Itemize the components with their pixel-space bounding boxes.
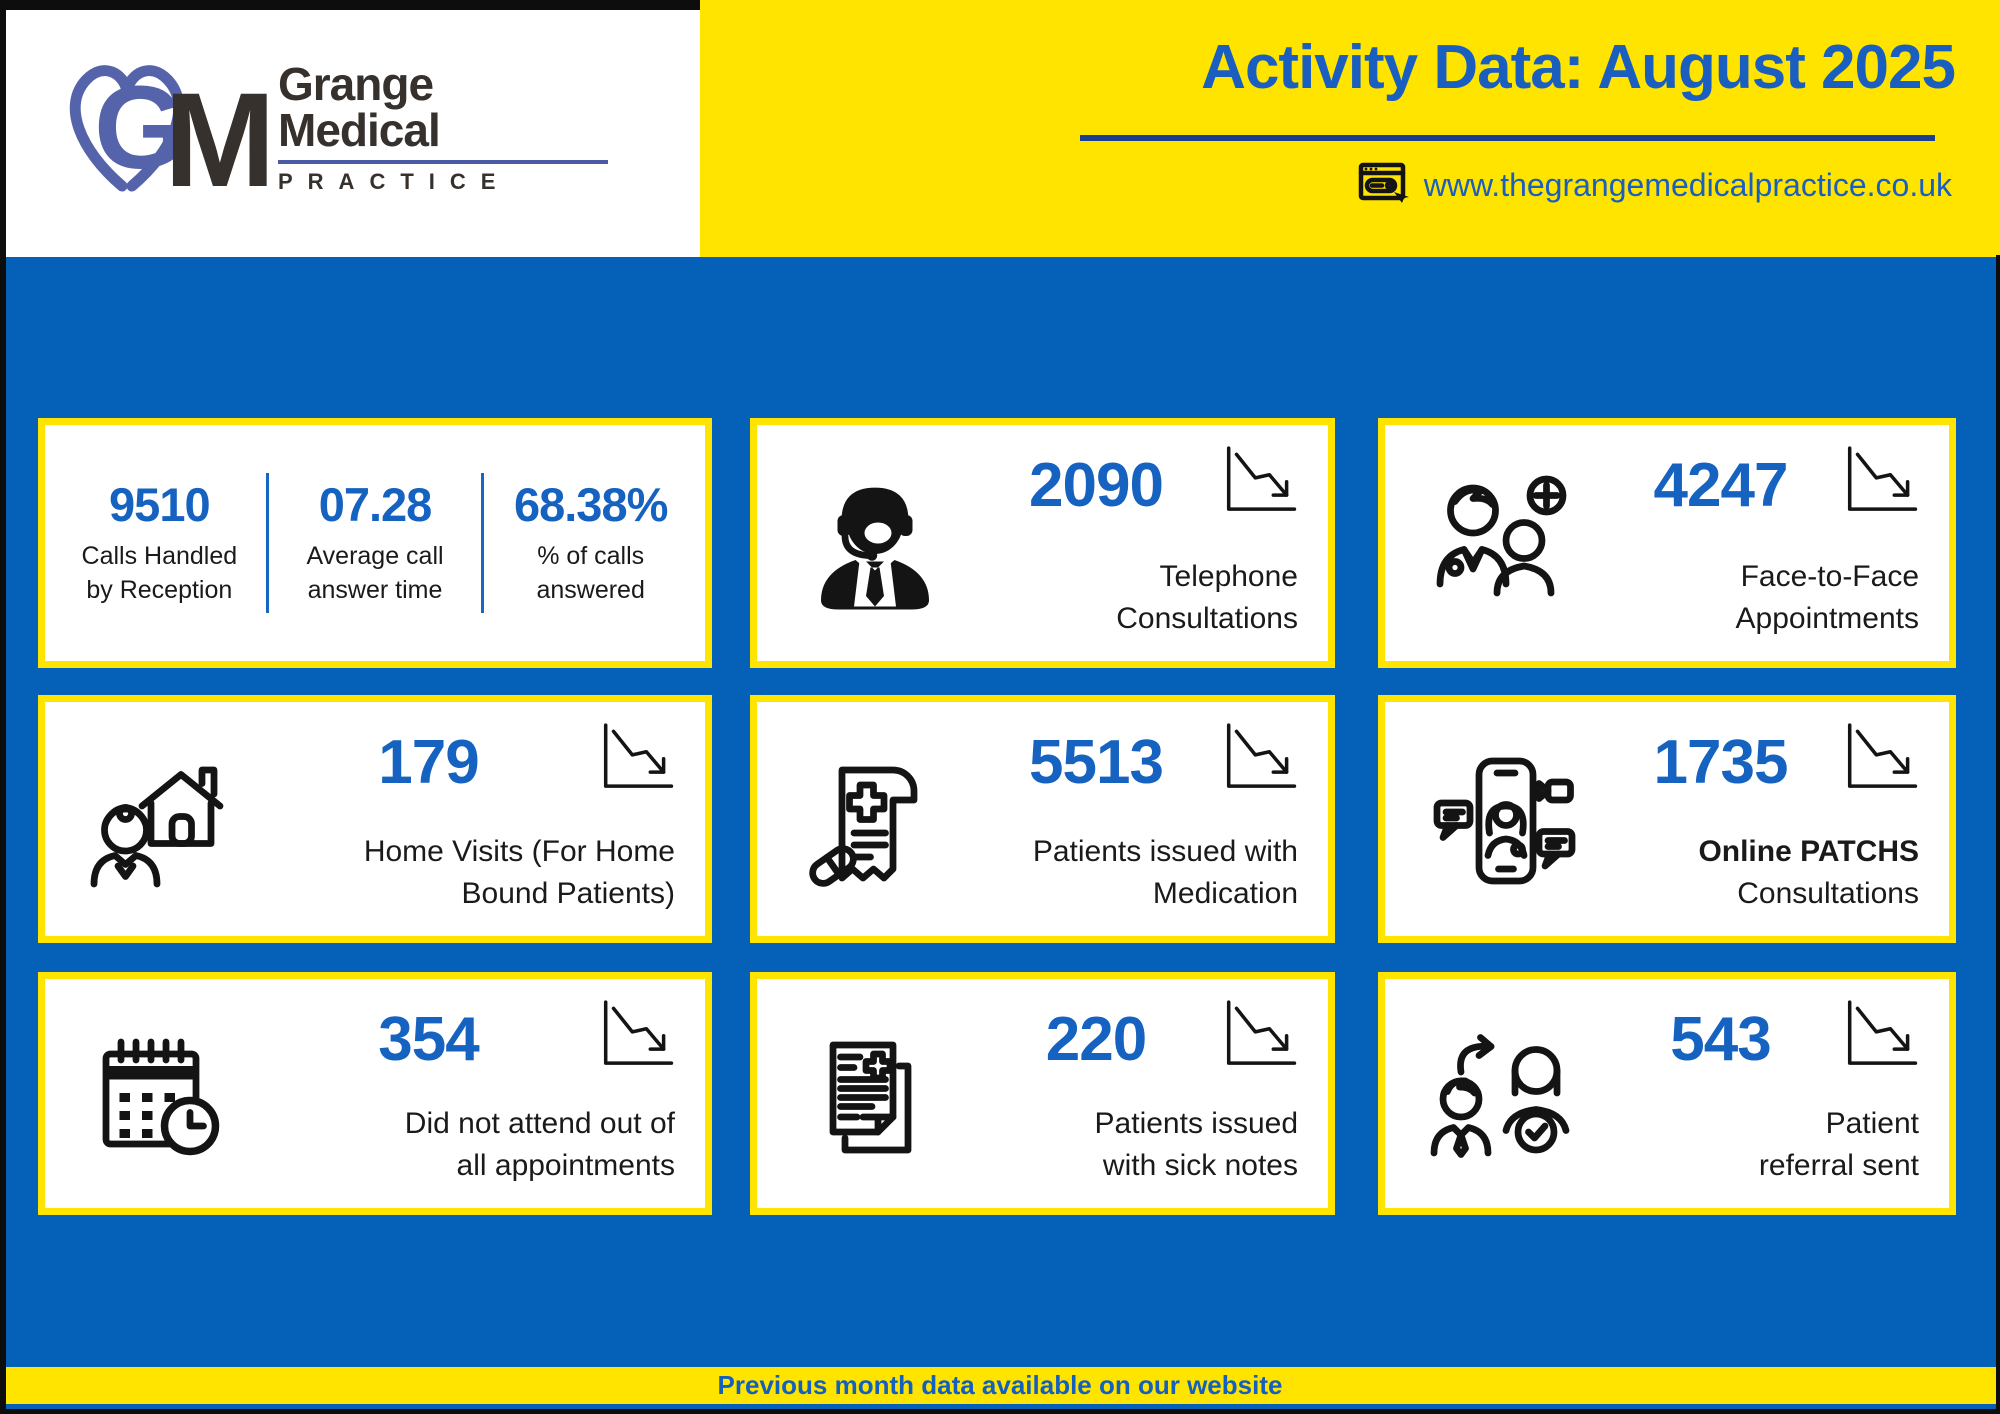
logo-wordmark: Grange Medical PRACTICE	[278, 58, 608, 194]
sick-notes-icon	[777, 997, 972, 1194]
stat-value: 1735	[1653, 728, 1789, 797]
header-banner: Activity Data: August 2025 www.thegrange…	[700, 0, 2000, 257]
stat-value: 07.28	[318, 478, 433, 532]
stat-value: 4247	[1653, 451, 1789, 520]
trend-down-icon	[1841, 443, 1923, 522]
top-edge-line	[0, 0, 700, 10]
stat-divider	[265, 473, 269, 613]
card-face-to-face-appointments: 4247 Face-to-Face Appointments	[1378, 418, 1956, 668]
card-did-not-attend: 354 Did not attend out of all appointmen…	[38, 972, 712, 1215]
browser-window-icon	[1358, 162, 1409, 203]
logo-name-bottom: Medical	[278, 103, 441, 156]
stat-label: Patients issued with sick notes	[1094, 1107, 1298, 1182]
stat-value: 9510	[109, 478, 211, 532]
logo-name-top: Grange	[278, 58, 434, 111]
stat-label: Calls Handled by Reception	[81, 542, 238, 605]
title-underline	[1080, 135, 1935, 141]
stat-divider	[481, 473, 485, 613]
stat-value: 543	[1670, 1005, 1771, 1074]
card-telephone-consultations: 2090 Telephone Consultations	[750, 418, 1335, 668]
footer-banner: Previous month data available on our web…	[0, 1367, 2000, 1404]
trend-down-icon	[1220, 443, 1302, 522]
right-edge-line	[1996, 255, 2000, 1414]
stat-label: Patient referral sent	[1758, 1107, 1919, 1182]
call-agent-icon	[777, 443, 972, 647]
card-home-visits: 179 Home Visits (For Home Bound Patients…	[38, 695, 712, 943]
card-patient-referrals: 543 Patient referral sent	[1378, 972, 1956, 1215]
page-title: Activity Data: August 2025	[1201, 33, 1956, 102]
stat-label: Patients issued with Medication	[1032, 835, 1298, 910]
stat-value: 354	[378, 1005, 479, 1074]
card-reception-calls: 9510 Calls Handled by Reception 07.28 Av…	[38, 418, 712, 668]
card-medication-issued: 5513 Patients issued with Medication	[750, 695, 1335, 943]
video-consultation-icon	[1405, 720, 1600, 922]
stat-value: 5513	[1029, 728, 1164, 797]
stat-label: Telephone Consultations	[1116, 560, 1298, 635]
trend-down-icon	[597, 720, 679, 799]
stat-label: Average call answer time	[306, 542, 444, 605]
practice-logo: G M Grange Medical PRACTICE	[0, 0, 700, 257]
stat-value: 2090	[1029, 451, 1164, 520]
gm-heart-logo-icon: G M	[69, 62, 276, 215]
stat-label: Online PATCHS Consultations	[1698, 835, 1919, 910]
left-edge-line	[0, 0, 6, 1414]
trend-down-icon	[1220, 720, 1302, 799]
patient-referral-icon	[1405, 997, 1600, 1194]
doctor-patient-icon	[1405, 443, 1600, 647]
trend-down-icon	[1841, 997, 1923, 1076]
svg-text:M: M	[164, 66, 276, 215]
website-url: www.thegrangemedicalpractice.co.uk	[1423, 166, 1952, 203]
stat-value: 179	[378, 728, 479, 797]
stat-label: Face-to-Face Appointments	[1735, 560, 1919, 635]
home-visit-icon	[65, 720, 260, 922]
prescription-icon	[777, 720, 972, 922]
card-online-patchs: 1735 Online PATCHS Consultations	[1378, 695, 1956, 943]
svg-text:G: G	[94, 62, 186, 194]
trend-down-icon	[1220, 997, 1302, 1076]
calendar-clock-icon	[65, 997, 260, 1194]
stat-percent-answered: 68.38% % of calls answered	[484, 478, 697, 608]
logo-practice-label: PRACTICE	[278, 168, 511, 194]
stat-value: 68.38%	[513, 478, 668, 532]
stat-value: 220	[1045, 1005, 1147, 1074]
stat-label: Did not attend out of all appointments	[404, 1107, 675, 1182]
stat-label: Home Visits (For Home Bound Patients)	[363, 835, 675, 910]
trend-down-icon	[597, 997, 679, 1076]
bottom-edge-line	[0, 1409, 2000, 1414]
website-row: www.thegrangemedicalpractice.co.uk	[1358, 162, 1952, 208]
stat-answer-time: 07.28 Average call answer time	[269, 478, 482, 608]
stat-calls-handled: 9510 Calls Handled by Reception	[53, 478, 266, 608]
footer-note: Previous month data available on our web…	[717, 1370, 1283, 1400]
stat-label: % of calls answered	[536, 542, 645, 605]
trend-down-icon	[1841, 720, 1923, 799]
logo-divider	[278, 159, 608, 164]
card-sick-notes: 220 Patients issued with sick notes	[750, 972, 1335, 1215]
